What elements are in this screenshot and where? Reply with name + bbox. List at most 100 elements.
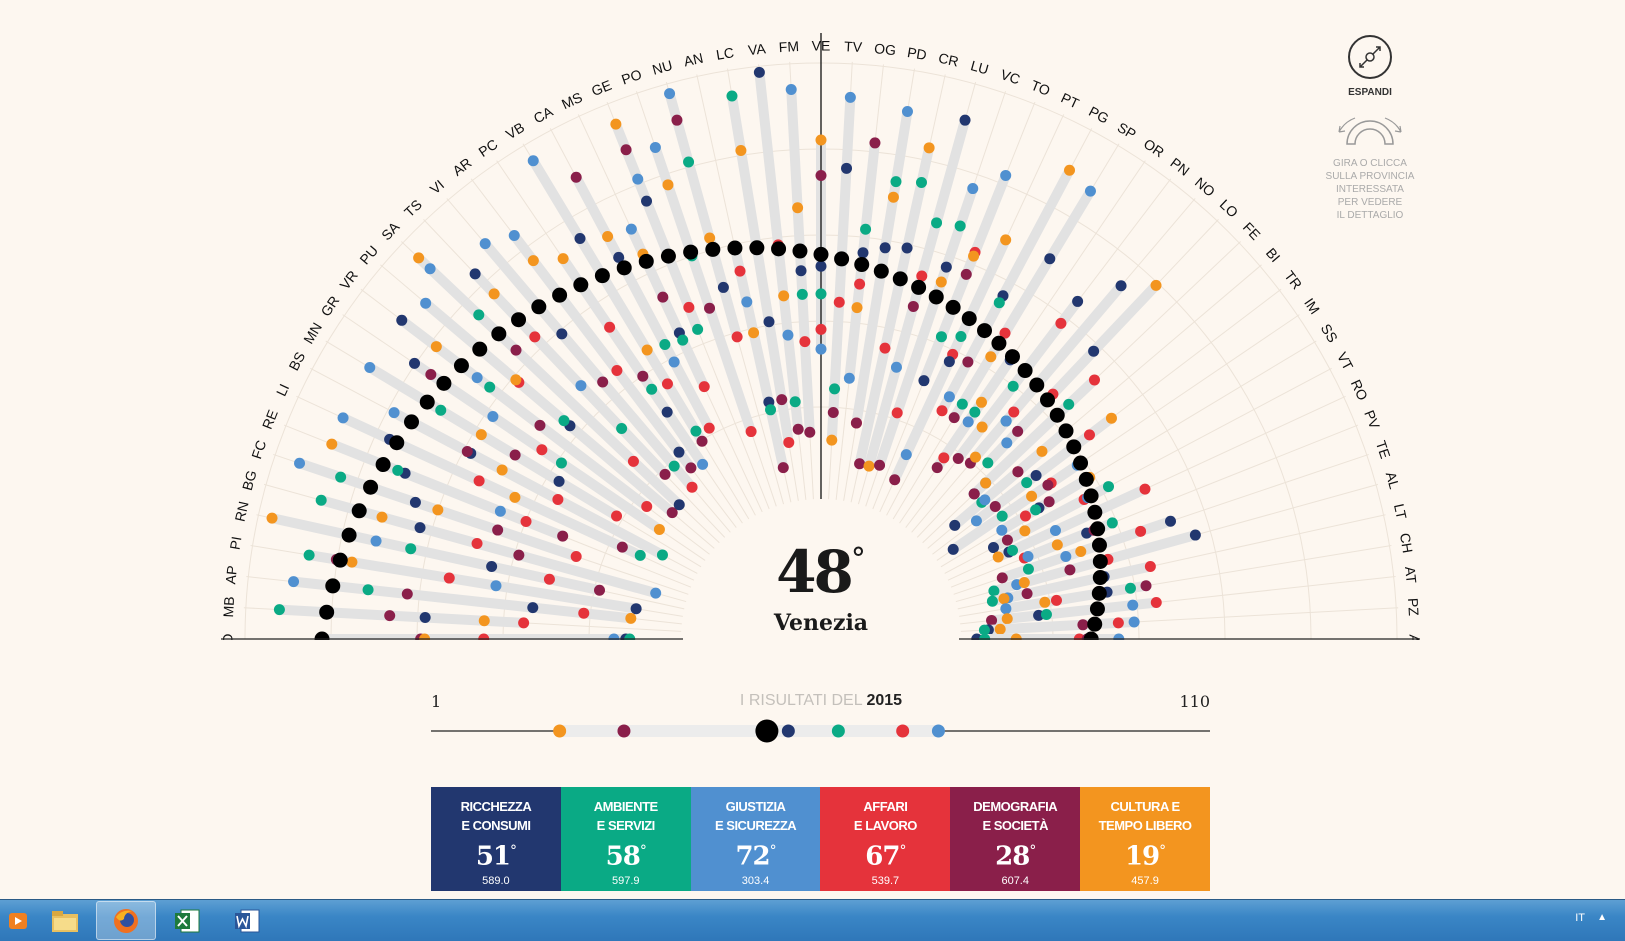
province-label[interactable]: LT bbox=[1391, 502, 1410, 521]
slider-dot-affari[interactable] bbox=[896, 724, 910, 738]
province-label[interactable]: LO bbox=[1217, 196, 1242, 221]
spoke-lu[interactable]: LU bbox=[857, 57, 990, 505]
province-label[interactable]: OR bbox=[1141, 135, 1167, 160]
spoke-bg[interactable]: BG bbox=[239, 468, 687, 603]
province-label[interactable]: AL bbox=[1383, 470, 1403, 491]
file-explorer-icon[interactable] bbox=[36, 902, 94, 939]
spoke-vb[interactable]: VB bbox=[503, 119, 750, 520]
province-label[interactable]: OG bbox=[873, 40, 896, 58]
province-label[interactable]: AP bbox=[222, 565, 240, 585]
province-label[interactable]: VE bbox=[812, 38, 831, 54]
tray-arrow-icon[interactable]: ▲ bbox=[1597, 912, 1607, 923]
province-label[interactable]: FE bbox=[1240, 219, 1264, 243]
spoke-al[interactable]: AL bbox=[955, 470, 1403, 603]
spoke-ro[interactable]: RO bbox=[947, 377, 1371, 581]
spoke-sa[interactable]: SA bbox=[378, 218, 720, 544]
province-label[interactable]: MS bbox=[559, 89, 585, 112]
province-label[interactable]: BS bbox=[285, 349, 308, 373]
slider-dot-cultura[interactable] bbox=[553, 724, 567, 738]
spoke-pi[interactable]: PI bbox=[227, 535, 683, 617]
card-affari[interactable]: AFFARI E LAVORO 67° 539.7 bbox=[820, 787, 951, 891]
province-label[interactable]: LI bbox=[273, 381, 292, 398]
spoke-to[interactable]: TO bbox=[872, 77, 1053, 510]
province-label[interactable]: TS bbox=[401, 196, 425, 220]
province-label[interactable]: VI bbox=[427, 176, 447, 197]
slider-dot-ambiente[interactable] bbox=[831, 724, 845, 738]
province-label[interactable]: SP bbox=[1115, 119, 1139, 142]
province-label[interactable]: GE bbox=[589, 77, 614, 99]
spoke-nu[interactable]: NU bbox=[650, 57, 785, 505]
province-label[interactable]: GR bbox=[317, 293, 342, 319]
spoke-sp[interactable]: SP bbox=[892, 119, 1139, 520]
spoke-bs[interactable]: BS bbox=[285, 349, 698, 574]
province-label[interactable]: VB bbox=[503, 119, 527, 142]
spoke-pv[interactable]: PV bbox=[950, 408, 1383, 588]
slider-dot-giustizia[interactable] bbox=[931, 724, 945, 738]
spoke-tr[interactable]: TR bbox=[932, 268, 1305, 555]
slider-dot-demografia[interactable] bbox=[617, 724, 631, 738]
rank-slider[interactable] bbox=[0, 716, 1625, 746]
spoke-lo[interactable]: LO bbox=[916, 196, 1242, 538]
province-label[interactable]: PZ bbox=[1405, 598, 1422, 617]
spoke-ss[interactable]: SS bbox=[940, 321, 1341, 568]
province-label[interactable]: PT bbox=[1059, 90, 1082, 112]
year[interactable]: 2015 bbox=[866, 692, 903, 709]
card-demografia[interactable]: DEMOGRAFIA E SOCIETÀ 28° 607.4 bbox=[950, 787, 1081, 891]
spoke-ch[interactable]: CH bbox=[959, 532, 1416, 617]
province-label[interactable]: TR bbox=[1281, 268, 1305, 293]
province-label[interactable]: PD bbox=[906, 44, 928, 63]
province-label[interactable]: RE bbox=[259, 407, 281, 431]
spoke-ms[interactable]: MS bbox=[559, 89, 763, 513]
card-ambiente[interactable]: AMBIENTE E SERVIZI 58° 597.9 bbox=[560, 787, 691, 891]
slider-dot-ricchezza[interactable] bbox=[781, 724, 795, 738]
spoke-tv[interactable]: TV bbox=[826, 38, 863, 500]
spoke-lc[interactable]: LC bbox=[715, 44, 799, 501]
province-label[interactable]: CA bbox=[531, 103, 556, 127]
firefox-icon[interactable] bbox=[96, 901, 156, 940]
media-player-icon[interactable] bbox=[2, 902, 34, 939]
province-label[interactable]: CH bbox=[1397, 532, 1416, 555]
province-label[interactable]: TE bbox=[1373, 439, 1394, 461]
province-label[interactable]: PU bbox=[356, 242, 381, 267]
card-cultura[interactable]: CULTURA E TEMPO LIBERO 19° 457.9 bbox=[1080, 787, 1210, 891]
spoke-og[interactable]: OG bbox=[835, 40, 897, 500]
province-label[interactable]: PV bbox=[1361, 408, 1383, 432]
province-label[interactable]: NU bbox=[650, 57, 674, 78]
spoke-pd[interactable]: PD bbox=[843, 44, 928, 501]
card-giustizia[interactable]: GIUSTIZIA E SICUREZZA 72° 303.4 bbox=[690, 787, 821, 891]
spoke-fc[interactable]: FC bbox=[248, 438, 689, 595]
spoke-at[interactable]: AT bbox=[960, 566, 1420, 626]
province-label[interactable]: VA bbox=[747, 40, 767, 58]
province-label[interactable]: LC bbox=[715, 44, 735, 63]
card-ricchezza[interactable]: RICCHEZZA E CONSUMI 51° 589.0 bbox=[431, 787, 561, 891]
spoke-pz[interactable]: PZ bbox=[960, 598, 1422, 636]
spoke-fm[interactable]: FM bbox=[778, 38, 816, 500]
province-label[interactable]: PO bbox=[619, 66, 643, 88]
province-label[interactable]: FC bbox=[248, 438, 269, 461]
province-label[interactable]: AT bbox=[1402, 566, 1420, 585]
province-label[interactable]: RN bbox=[232, 500, 252, 523]
province-label[interactable]: VT bbox=[1334, 349, 1357, 373]
province-label[interactable]: SS bbox=[1318, 321, 1341, 345]
province-label[interactable]: VC bbox=[999, 66, 1023, 87]
province-label[interactable]: PG bbox=[1086, 103, 1111, 127]
language-indicator[interactable]: IT bbox=[1575, 912, 1585, 924]
spoke-im[interactable]: IM bbox=[936, 295, 1323, 561]
spoke-mb[interactable]: MB bbox=[220, 596, 682, 632]
spoke-fe[interactable]: FE bbox=[922, 219, 1264, 544]
province-label[interactable]: SA bbox=[378, 218, 403, 243]
province-label[interactable]: PC bbox=[476, 136, 501, 160]
spoke-ve[interactable]: VE bbox=[812, 33, 831, 499]
spoke-ts[interactable]: TS bbox=[401, 196, 726, 538]
province-label[interactable]: PI bbox=[227, 535, 245, 551]
province-label[interactable]: RO bbox=[1348, 377, 1371, 403]
spoke-bi[interactable]: BI bbox=[927, 245, 1284, 549]
spoke-vi[interactable]: VI bbox=[427, 176, 731, 533]
province-label[interactable]: CR bbox=[937, 50, 960, 70]
province-label[interactable]: MB bbox=[220, 596, 237, 618]
province-label[interactable]: BG bbox=[239, 468, 260, 492]
spoke-re[interactable]: RE bbox=[259, 407, 692, 588]
province-label[interactable]: NO bbox=[1192, 174, 1218, 200]
slider-dot-overall[interactable] bbox=[755, 719, 779, 743]
province-label[interactable]: PN bbox=[1167, 154, 1192, 179]
